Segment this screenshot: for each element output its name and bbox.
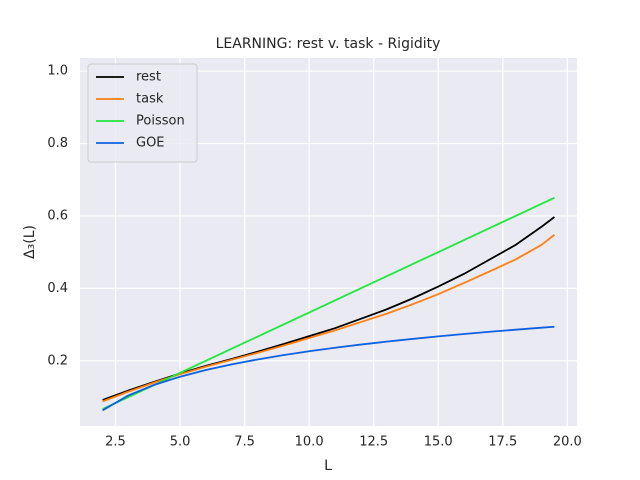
legend-label: task — [136, 92, 164, 107]
series-line — [102, 325, 555, 412]
y-tick-label: 0.2 — [47, 353, 68, 368]
series-line — [102, 196, 555, 410]
x-tick-label: 10.0 — [295, 435, 324, 450]
series-line — [102, 234, 555, 403]
x-tick-label: 15.0 — [424, 435, 453, 450]
x-tick-label: 2.5 — [105, 435, 126, 450]
legend-box — [87, 63, 198, 163]
x-tick-label: 20.0 — [553, 435, 582, 450]
x-tick-label: 5.0 — [170, 435, 191, 450]
x-tick-label: 7.5 — [234, 435, 255, 450]
legend-label: rest — [136, 70, 161, 85]
legend: rest task Poisson GOE — [87, 63, 198, 163]
legend-label: Poisson — [136, 114, 185, 129]
x-tick-label: 12.5 — [359, 435, 388, 450]
chart-title: LEARNING: rest v. task - Rigidity — [216, 36, 441, 52]
y-axis-label: Δ₃(L) — [22, 225, 38, 259]
y-tick-label: 0.6 — [47, 208, 68, 223]
legend-label: GOE — [136, 136, 165, 151]
x-tick-label: 17.5 — [488, 435, 517, 450]
x-axis-label: L — [324, 458, 332, 474]
y-tick-label: 0.8 — [47, 136, 68, 151]
y-tick-label: 0.4 — [47, 281, 68, 296]
y-tick-label: 1.0 — [47, 64, 68, 79]
